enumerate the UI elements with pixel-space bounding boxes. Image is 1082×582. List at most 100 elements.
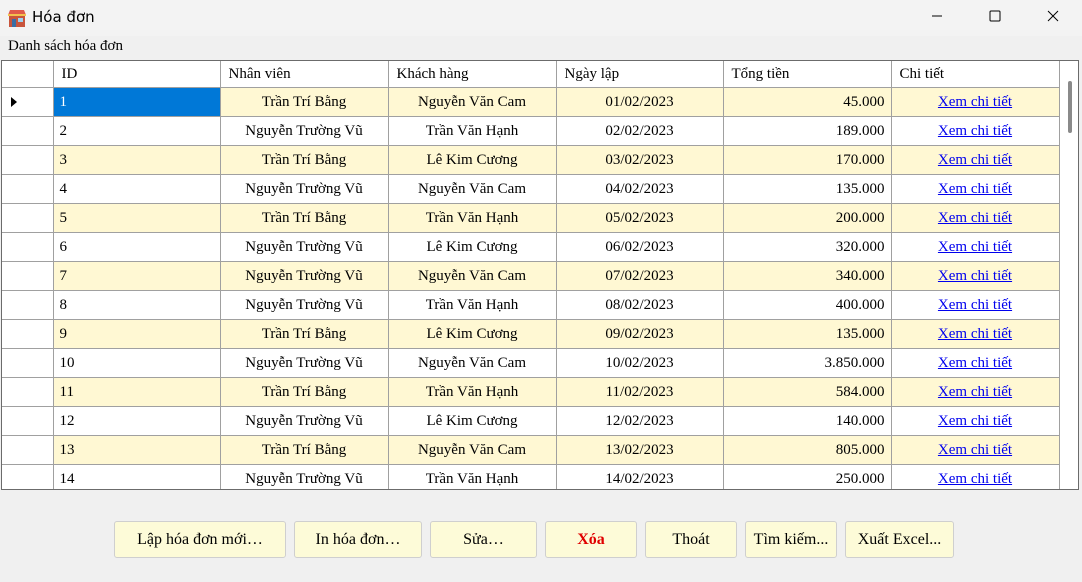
table-row[interactable]: 9 Trần Trí Bằng Lê Kim Cương 09/02/2023 135.…: [2, 319, 1060, 349]
cell-date[interactable]: 05/02/2023: [556, 203, 724, 233]
view-detail-link[interactable]: Xem chi tiết: [937, 325, 1013, 342]
cell-employee[interactable]: Nguyễn Trường Vũ: [220, 232, 389, 262]
cell-customer[interactable]: Nguyễn Văn Cam: [388, 87, 557, 117]
table-row[interactable]: 1 Trần Trí Bằng Nguyễn Văn Cam 01/02/2023 45…: [2, 87, 1060, 117]
cell-customer[interactable]: Trần Văn Hạnh: [388, 116, 557, 146]
row-header[interactable]: [2, 174, 54, 204]
cell-total[interactable]: 320.000: [723, 232, 892, 262]
delete-button[interactable]: Xóa: [545, 521, 637, 558]
cell-date[interactable]: 11/02/2023: [556, 377, 724, 407]
edit-button[interactable]: Sửa…: [430, 521, 537, 558]
cell-employee[interactable]: Trần Trí Bằng: [220, 203, 389, 233]
cell-employee[interactable]: Trần Trí Bằng: [220, 435, 389, 465]
cell-employee[interactable]: Nguyễn Trường Vũ: [220, 464, 389, 489]
cell-id[interactable]: 6: [53, 232, 221, 262]
row-header[interactable]: [2, 87, 54, 117]
column-header-total[interactable]: Tổng tiền: [723, 61, 892, 88]
exit-button[interactable]: Thoát: [645, 521, 737, 558]
cell-date[interactable]: 01/02/2023: [556, 87, 724, 117]
cell-date[interactable]: 12/02/2023: [556, 406, 724, 436]
cell-customer[interactable]: Trần Văn Hạnh: [388, 377, 557, 407]
row-header[interactable]: [2, 290, 54, 320]
table-row[interactable]: 6 Nguyễn Trường Vũ Lê Kim Cương 06/02/2023 3…: [2, 232, 1060, 262]
cell-id[interactable]: 12: [53, 406, 221, 436]
cell-total[interactable]: 135.000: [723, 174, 892, 204]
cell-employee[interactable]: Nguyễn Trường Vũ: [220, 290, 389, 320]
table-row[interactable]: 13 Trần Trí Bằng Nguyễn Văn Cam 13/02/2023 8…: [2, 435, 1060, 465]
minimize-button[interactable]: [908, 0, 966, 36]
cell-employee[interactable]: Trần Trí Bằng: [220, 87, 389, 117]
cell-customer[interactable]: Trần Văn Hạnh: [388, 203, 557, 233]
cell-customer[interactable]: Lê Kim Cương: [388, 406, 557, 436]
cell-id[interactable]: 4: [53, 174, 221, 204]
column-header-employee[interactable]: Nhân viên: [220, 61, 389, 88]
view-detail-link[interactable]: Xem chi tiết: [937, 180, 1013, 197]
table-row[interactable]: 10 Nguyễn Trường Vũ Nguyễn Văn Cam 10/02/20…: [2, 348, 1060, 378]
cell-id[interactable]: 11: [53, 377, 221, 407]
cell-id[interactable]: 13: [53, 435, 221, 465]
new-invoice-button[interactable]: Lập hóa đơn mới…: [114, 521, 286, 558]
row-header[interactable]: [2, 435, 54, 465]
cell-employee[interactable]: Trần Trí Bằng: [220, 319, 389, 349]
view-detail-link[interactable]: Xem chi tiết: [937, 93, 1013, 110]
cell-customer[interactable]: Nguyễn Văn Cam: [388, 174, 557, 204]
cell-customer[interactable]: Lê Kim Cương: [388, 319, 557, 349]
cell-id[interactable]: 14: [53, 464, 221, 489]
table-row[interactable]: 7 Nguyễn Trường Vũ Nguyễn Văn Cam 07/02/202…: [2, 261, 1060, 291]
cell-total[interactable]: 200.000: [723, 203, 892, 233]
cell-date[interactable]: 02/02/2023: [556, 116, 724, 146]
cell-id[interactable]: 5: [53, 203, 221, 233]
cell-employee[interactable]: Nguyễn Trường Vũ: [220, 406, 389, 436]
row-header[interactable]: [2, 116, 54, 146]
cell-customer[interactable]: Nguyễn Văn Cam: [388, 435, 557, 465]
table-row[interactable]: 5 Trần Trí Bằng Trần Văn Hạnh 05/02/2023 200…: [2, 203, 1060, 233]
close-button[interactable]: [1024, 0, 1082, 36]
row-header[interactable]: [2, 232, 54, 262]
cell-date[interactable]: 06/02/2023: [556, 232, 724, 262]
cell-employee[interactable]: Nguyễn Trường Vũ: [220, 261, 389, 291]
cell-total[interactable]: 189.000: [723, 116, 892, 146]
column-header-detail[interactable]: Chi tiết: [891, 61, 1060, 88]
view-detail-link[interactable]: Xem chi tiết: [937, 354, 1013, 371]
table-row[interactable]: 2 Nguyễn Trường Vũ Trần Văn Hạnh 02/02/2023…: [2, 116, 1060, 146]
cell-date[interactable]: 08/02/2023: [556, 290, 724, 320]
vertical-scrollbar[interactable]: [1061, 61, 1078, 489]
view-detail-link[interactable]: Xem chi tiết: [937, 122, 1013, 139]
table-row[interactable]: 14 Nguyễn Trường Vũ Trần Văn Hạnh 14/02/202…: [2, 464, 1060, 489]
cell-employee[interactable]: Nguyễn Trường Vũ: [220, 174, 389, 204]
cell-total[interactable]: 400.000: [723, 290, 892, 320]
cell-total[interactable]: 3.850.000: [723, 348, 892, 378]
cell-employee[interactable]: Trần Trí Bằng: [220, 145, 389, 175]
row-header[interactable]: [2, 464, 54, 489]
cell-id[interactable]: 9: [53, 319, 221, 349]
cell-employee[interactable]: Trần Trí Bằng: [220, 377, 389, 407]
view-detail-link[interactable]: Xem chi tiết: [937, 441, 1013, 458]
row-header[interactable]: [2, 203, 54, 233]
row-header[interactable]: [2, 348, 54, 378]
cell-total[interactable]: 340.000: [723, 261, 892, 291]
table-row[interactable]: 8 Nguyễn Trường Vũ Trần Văn Hạnh 08/02/2023…: [2, 290, 1060, 320]
view-detail-link[interactable]: Xem chi tiết: [937, 209, 1013, 226]
cell-id[interactable]: 2: [53, 116, 221, 146]
row-header[interactable]: [2, 406, 54, 436]
cell-id[interactable]: 8: [53, 290, 221, 320]
cell-customer[interactable]: Nguyễn Văn Cam: [388, 348, 557, 378]
row-header[interactable]: [2, 145, 54, 175]
row-header[interactable]: [2, 319, 54, 349]
table-row[interactable]: 4 Nguyễn Trường Vũ Nguyễn Văn Cam 04/02/202…: [2, 174, 1060, 204]
cell-customer[interactable]: Trần Văn Hạnh: [388, 464, 557, 489]
view-detail-link[interactable]: Xem chi tiết: [937, 296, 1013, 313]
cell-customer[interactable]: Nguyễn Văn Cam: [388, 261, 557, 291]
cell-date[interactable]: 13/02/2023: [556, 435, 724, 465]
row-header[interactable]: [2, 261, 54, 291]
view-detail-link[interactable]: Xem chi tiết: [937, 470, 1013, 487]
column-header-date[interactable]: Ngày lập: [556, 61, 724, 88]
cell-total[interactable]: 584.000: [723, 377, 892, 407]
cell-total[interactable]: 45.000: [723, 87, 892, 117]
cell-date[interactable]: 04/02/2023: [556, 174, 724, 204]
cell-total[interactable]: 170.000: [723, 145, 892, 175]
cell-id[interactable]: 7: [53, 261, 221, 291]
maximize-button[interactable]: [966, 0, 1024, 36]
cell-id[interactable]: 3: [53, 145, 221, 175]
column-header-id[interactable]: ID: [53, 61, 221, 88]
